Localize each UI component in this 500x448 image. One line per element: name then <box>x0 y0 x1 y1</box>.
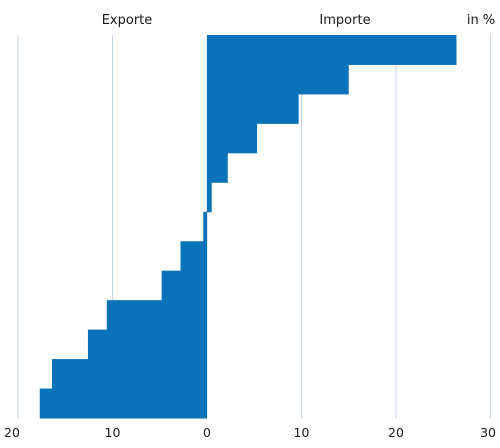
x-tick-label: 10 <box>105 425 121 440</box>
bar-layer <box>39 35 457 419</box>
x-axis-ticks: 20 10 0 10 20 30 <box>4 425 496 440</box>
export-bar <box>180 241 207 272</box>
export-bar <box>161 270 207 301</box>
x-tick-label: 0 <box>203 425 211 440</box>
import-bar <box>207 64 349 95</box>
export-bar <box>106 300 207 331</box>
import-bar <box>207 123 258 154</box>
header-exports: Exporte <box>102 13 153 28</box>
header-unit: in % <box>467 13 495 28</box>
x-tick-label: 20 <box>388 425 404 440</box>
import-bar <box>207 93 299 124</box>
x-tick-label: 10 <box>294 425 310 440</box>
x-tick-label: 30 <box>480 425 496 440</box>
import-bar <box>207 182 212 213</box>
import-bar <box>207 35 457 65</box>
export-bar <box>87 329 207 360</box>
header-imports: Importe <box>319 13 370 28</box>
export-bar <box>39 388 207 419</box>
export-bar <box>203 211 207 242</box>
export-bar <box>52 359 207 390</box>
x-tick-label: 20 <box>4 425 20 440</box>
import-bar <box>207 152 228 183</box>
